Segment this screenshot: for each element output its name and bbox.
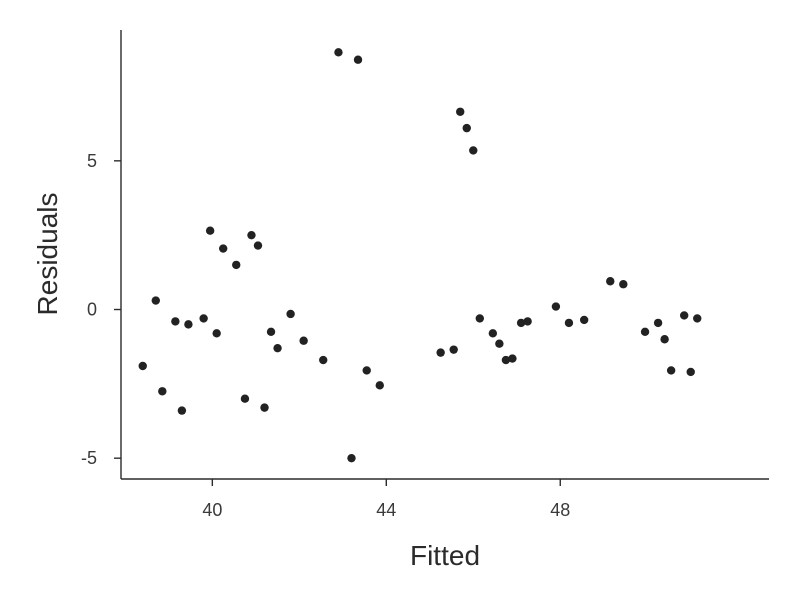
y-axis-ticks: 5 0 -5: [81, 151, 121, 468]
data-point: [299, 336, 308, 345]
data-point: [666, 366, 676, 375]
data-point: [273, 343, 282, 353]
x-axis-ticks: 40 44 48: [202, 479, 570, 520]
y-axis-title: Residuals: [32, 193, 63, 316]
data-point: [199, 314, 208, 323]
data-point: [171, 317, 180, 326]
data-point: [679, 311, 689, 320]
data-point: [334, 48, 343, 57]
y-tick-label: 0: [87, 300, 97, 320]
data-point: [158, 387, 167, 396]
data-point: [247, 230, 256, 240]
x-tick-label: 40: [202, 500, 222, 520]
data-point: [219, 244, 228, 253]
data-point: [286, 309, 295, 319]
y-tick-label: -5: [81, 448, 97, 468]
data-point: [495, 339, 504, 348]
data-point: [640, 327, 650, 337]
data-point: [564, 318, 574, 328]
data-point: [240, 394, 250, 403]
data-point: [436, 348, 445, 357]
y-tick-label: 5: [87, 151, 97, 171]
data-point: [266, 327, 276, 337]
data-point: [686, 367, 695, 377]
data-point: [177, 406, 187, 415]
x-tick-label: 48: [550, 500, 570, 520]
data-point: [660, 335, 669, 344]
data-point: [184, 320, 193, 329]
data-point: [551, 302, 561, 311]
x-tick-label: 44: [376, 500, 396, 520]
data-point: [260, 403, 269, 412]
data-point: [449, 345, 458, 354]
data-point: [606, 277, 615, 286]
data-point: [138, 361, 147, 371]
data-point: [508, 354, 517, 363]
data-point: [501, 355, 511, 365]
data-point: [619, 280, 628, 289]
data-point: [347, 453, 356, 463]
data-point: [516, 318, 526, 328]
x-axis-title: Fitted: [410, 540, 480, 571]
data-point: [579, 315, 589, 325]
data-point: [253, 241, 263, 250]
data-point: [469, 146, 478, 155]
data-point: [232, 260, 241, 270]
data-point: [456, 107, 465, 116]
data-point: [462, 123, 471, 133]
data-point: [151, 296, 160, 305]
data-point: [353, 55, 363, 64]
data-points: [138, 48, 702, 463]
data-point: [693, 314, 702, 323]
data-point: [375, 381, 384, 390]
data-point: [212, 329, 221, 338]
data-point: [362, 366, 371, 375]
data-point: [205, 226, 215, 235]
data-point: [523, 317, 532, 326]
data-point: [653, 318, 663, 328]
data-point: [488, 329, 498, 338]
data-point: [475, 314, 484, 323]
data-point: [319, 355, 328, 365]
